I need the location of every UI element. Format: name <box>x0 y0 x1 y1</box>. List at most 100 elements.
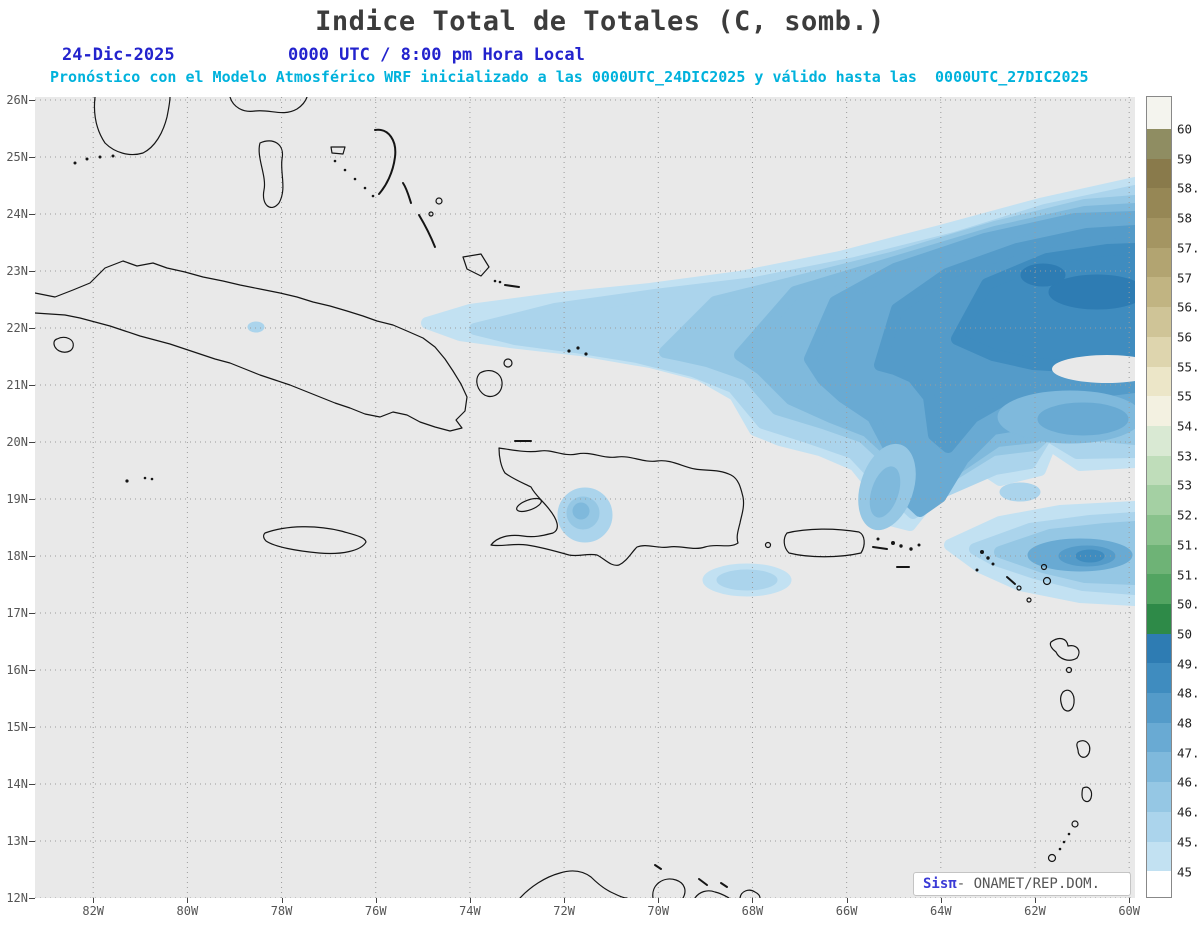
coastline-st-kitts <box>1006 576 1016 585</box>
coastline-st-vincent <box>1071 820 1079 828</box>
colorbar-label: 50.6 <box>1177 596 1200 612</box>
lat-tick-label: 17N <box>6 606 28 620</box>
coastline-dominica <box>1060 689 1075 712</box>
coastline-san-salvador <box>435 197 443 205</box>
lon-tick-mark <box>93 898 95 903</box>
coastline-aruba <box>654 864 662 870</box>
grid-lines <box>35 97 1135 899</box>
turks-caicos <box>567 349 571 353</box>
cayman-islands <box>150 477 154 481</box>
coastline-venezuela <box>694 890 730 899</box>
colorbar-segment <box>1147 336 1171 367</box>
coastline-grand-bahama <box>229 96 308 114</box>
colorbar-segment <box>1147 841 1171 872</box>
coastline-guadeloupe <box>1049 637 1080 661</box>
lon-tick-mark <box>1129 898 1131 903</box>
valid-time: 0000 UTC / 8:00 pm Hora Local <box>288 45 585 65</box>
exuma-cays <box>371 194 375 198</box>
page-title: Indice Total de Totales (C, somb.) <box>315 6 885 37</box>
colorbar-segment <box>1147 811 1171 842</box>
coastline-isla-juventud <box>53 336 74 353</box>
colorbar-label: 45.6 <box>1177 834 1200 850</box>
grenadines <box>1067 832 1071 836</box>
lat-tick-mark <box>29 898 35 899</box>
colorbar-segment <box>1147 752 1171 783</box>
lat-tick-label: 23N <box>6 264 28 278</box>
lon-tick-mark <box>940 898 942 903</box>
colorbar-segment <box>1147 277 1171 308</box>
lat-tick-mark <box>29 271 35 272</box>
colorbar-segment <box>1147 514 1171 545</box>
lon-tick-label: 62W <box>1024 904 1046 918</box>
coastline-mayaguana <box>504 284 520 288</box>
coastline-bonaire <box>720 882 728 888</box>
saba <box>975 568 979 572</box>
colorbar-label: 53.6 <box>1177 448 1200 464</box>
lat-tick-mark <box>29 157 35 158</box>
lat-tick-label: 26N <box>6 93 28 107</box>
lower-band-core <box>1037 402 1129 436</box>
lat-tick-mark <box>29 727 35 728</box>
colorbar-label: 54.2 <box>1177 418 1200 434</box>
lat-tick-label: 12N <box>6 891 28 905</box>
florida-keys <box>111 154 115 158</box>
contour-49.2-core-west <box>1020 263 1066 287</box>
st-martin-group <box>986 556 990 560</box>
lat-tick-label: 18N <box>6 549 28 563</box>
coastline-jamaica <box>263 526 367 555</box>
lat-tick-label: 25N <box>6 150 28 164</box>
south-lobe-core <box>869 466 901 518</box>
coastline-st-lucia <box>1081 786 1093 803</box>
florida-keys <box>98 155 102 159</box>
st-martin-group <box>980 550 984 554</box>
small-blob-20n <box>999 482 1041 502</box>
colorbar-segment <box>1147 693 1171 723</box>
colorbar-label: 58.5 <box>1177 180 1200 196</box>
turks-caicos <box>576 346 580 350</box>
colorbar-label: 57 <box>1177 270 1193 285</box>
map-svg <box>34 96 1162 899</box>
coastline-andros <box>258 140 284 208</box>
colorbar-segment <box>1147 425 1171 456</box>
unshaded-gap <box>1052 355 1162 383</box>
colorbar-label: 48.6 <box>1177 685 1200 701</box>
colorbar-label: 55.5 <box>1177 359 1200 375</box>
virgin-islands <box>909 547 913 551</box>
colorbar-label: 53 <box>1177 477 1193 493</box>
colorbar-segment <box>1147 604 1171 634</box>
lon-tick-label: 82W <box>82 904 105 918</box>
colorbar-label: 45 <box>1177 864 1193 879</box>
coastlines <box>34 96 1093 899</box>
colorbar-segment <box>1147 158 1171 189</box>
forecast-description: Pronóstico con el Modelo Atmosférico WRF… <box>50 68 1089 86</box>
lon-tick-label: 74W <box>459 904 481 918</box>
florida-keys <box>73 161 77 165</box>
st-martin-group <box>991 562 995 566</box>
coastline-long-island <box>418 214 436 248</box>
colorbar-label: 51.8 <box>1177 537 1200 553</box>
lon-tick-mark <box>1035 898 1036 903</box>
coastline-gonave <box>516 497 542 513</box>
colorbar-label: 55 <box>1177 388 1193 404</box>
coastline-marie-galante <box>1065 666 1073 674</box>
colorbar-label: 49.2 <box>1177 656 1200 672</box>
lat-tick-mark <box>29 841 35 842</box>
branding-logo: Sisπ <box>923 876 957 892</box>
colorbar-segment <box>1147 544 1171 575</box>
colorbar-label: 59 <box>1177 151 1193 167</box>
lon-tick-label: 80W <box>176 904 199 918</box>
lat-tick-mark <box>29 613 35 614</box>
lon-tick-mark <box>846 898 848 903</box>
lat-tick-label: 22N <box>6 321 28 335</box>
colorbar-label: 57.5 <box>1177 240 1200 256</box>
coastline-montserrat <box>1026 597 1032 603</box>
exuma-cays <box>343 168 347 172</box>
coastline-great-inagua <box>476 370 503 398</box>
lat-tick-mark <box>29 385 35 386</box>
coastline-bonaire-area <box>739 889 761 899</box>
turks-caicos <box>584 352 588 356</box>
lon-tick-mark <box>187 898 189 903</box>
colorbar-label: 60 <box>1177 121 1193 137</box>
lon-tick-label: 64W <box>929 904 952 918</box>
